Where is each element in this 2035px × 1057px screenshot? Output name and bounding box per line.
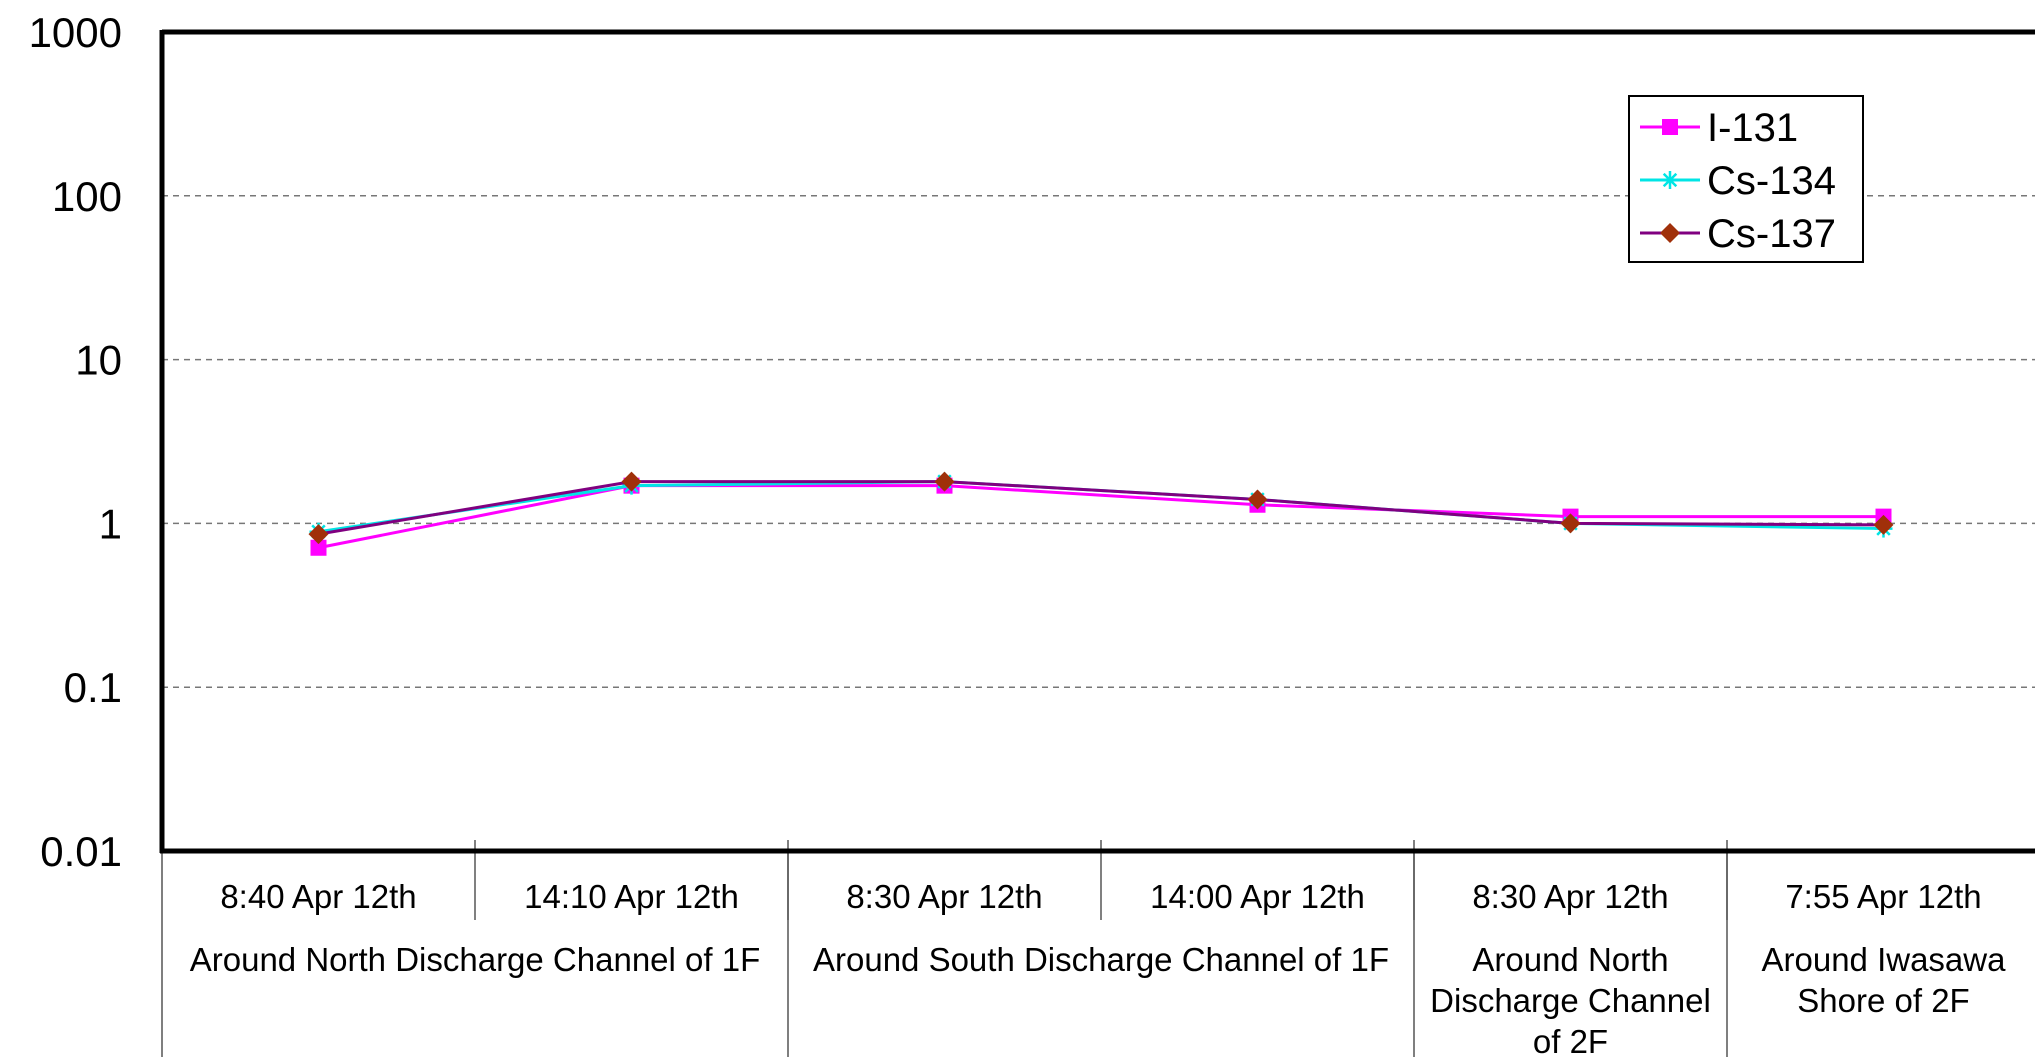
x-tick-label: 14:00 Apr 12th xyxy=(1150,878,1365,915)
data-point-marker xyxy=(1560,513,1581,534)
y-tick-label: 1000 xyxy=(29,9,122,56)
axes xyxy=(159,29,2035,854)
data-point-marker xyxy=(934,471,955,492)
x-group-label: Discharge Channel xyxy=(1430,982,1711,1019)
data-point-marker xyxy=(310,539,327,556)
data-point-marker xyxy=(1873,514,1894,535)
y-tick-label: 100 xyxy=(52,173,122,220)
x-tick-label: 8:30 Apr 12th xyxy=(846,878,1042,915)
series-cs-134 xyxy=(309,472,1893,541)
series-cs-137 xyxy=(308,471,1894,545)
legend-label: Cs-134 xyxy=(1707,159,1836,203)
data-point-marker xyxy=(1662,119,1678,135)
x-group-label: Around North Discharge Channel of 1F xyxy=(190,941,760,978)
legend-item: I-131 xyxy=(1640,106,1798,150)
data-point-marker xyxy=(1660,223,1680,243)
series-lines xyxy=(308,471,1894,556)
data-point-marker xyxy=(621,471,642,492)
data-point-marker xyxy=(1247,489,1268,510)
x-tick-label: 8:40 Apr 12th xyxy=(220,878,416,915)
x-tick-label: 7:55 Apr 12th xyxy=(1785,878,1981,915)
x-group-label: Around Iwasawa xyxy=(1762,941,2007,978)
data-point-marker xyxy=(308,524,329,545)
y-tick-label: 0.1 xyxy=(64,664,122,711)
legend-item: Cs-134 xyxy=(1640,159,1836,203)
y-tick-label: 10 xyxy=(75,337,122,384)
data-point-marker xyxy=(1661,171,1679,189)
legend: I-131 Cs-134 Cs-137 xyxy=(1628,95,1864,263)
x-group-label: Around North xyxy=(1472,941,1668,978)
legend-item: Cs-137 xyxy=(1640,212,1836,256)
series-line xyxy=(318,484,1884,550)
series-line xyxy=(318,480,1884,536)
x-group-label: Around South Discharge Channel of 1F xyxy=(813,941,1389,978)
x-tick-label: 14:10 Apr 12th xyxy=(524,878,739,915)
x-tick-label: 8:30 Apr 12th xyxy=(1472,878,1668,915)
legend-label: I-131 xyxy=(1707,106,1798,150)
y-tick-label: 0.01 xyxy=(40,828,122,875)
y-tick-label: 1 xyxy=(99,500,122,547)
x-axis-categories: 8:40 Apr 12th 14:10 Apr 12th 8:30 Apr 12th… xyxy=(161,840,2007,1057)
x-group-label: Shore of 2F xyxy=(1797,982,1969,1019)
legend-label: Cs-137 xyxy=(1707,212,1836,256)
y-axis-ticks: 1000 100 10 1 0.1 0.01 xyxy=(29,9,122,875)
gridlines xyxy=(162,195,2035,688)
x-group-label: of 2F xyxy=(1533,1023,1608,1057)
